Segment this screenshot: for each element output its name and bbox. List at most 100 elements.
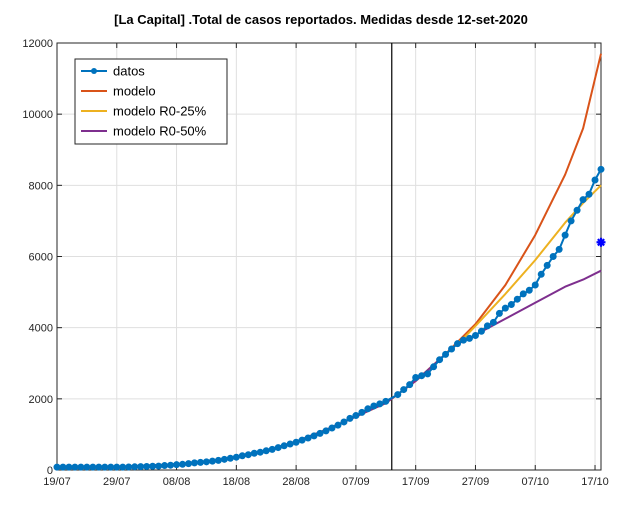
data-point — [238, 452, 246, 460]
legend: datos modelo modelo R0-25% modelo R0-50% — [74, 58, 228, 145]
series-line — [57, 168, 602, 469]
axes-box — [56, 42, 602, 471]
data-point — [77, 463, 85, 471]
y-tick-label: 8000 — [29, 180, 53, 192]
data-point — [418, 372, 426, 380]
asterisk-stroke — [597, 238, 605, 247]
data-point — [119, 463, 127, 471]
data-point — [220, 455, 228, 463]
y-tick-label: 2000 — [29, 394, 53, 406]
legend-item: modelo R0-50% — [81, 124, 207, 139]
series-line — [56, 184, 602, 469]
data-point — [382, 397, 390, 405]
chart-title: [La Capital] .Total de casos reportados.… — [114, 12, 528, 27]
data-point — [448, 345, 456, 353]
data-point — [202, 458, 210, 466]
data-point — [173, 461, 181, 469]
data-point — [131, 463, 139, 471]
y-tick-label: 4000 — [29, 323, 53, 335]
data-point — [125, 463, 133, 471]
data-point — [424, 370, 432, 378]
data-point — [561, 231, 569, 239]
data-point — [406, 381, 414, 389]
data-point — [101, 463, 109, 471]
data-point — [370, 402, 378, 410]
data-point — [352, 412, 360, 420]
data-point — [232, 453, 240, 461]
y-tick-label: 12000 — [22, 38, 53, 50]
data-point — [107, 463, 115, 471]
data-point — [430, 363, 438, 371]
data-point — [268, 445, 276, 453]
data-point — [585, 190, 593, 198]
data-point — [185, 460, 193, 468]
data-point — [113, 463, 121, 471]
data-point — [376, 400, 384, 408]
data-point — [537, 270, 545, 278]
data-point — [143, 462, 151, 470]
legend-item: modelo — [81, 84, 156, 99]
x-tick-label: 17/10 — [581, 476, 609, 488]
data-point — [495, 309, 503, 317]
x-tick-label: 08/08 — [163, 476, 191, 488]
data-point — [262, 447, 270, 455]
data-point — [304, 434, 312, 442]
data-point — [167, 461, 175, 469]
data-point — [286, 440, 294, 448]
data-point — [358, 408, 366, 416]
data-point — [471, 331, 479, 339]
data-point — [250, 449, 258, 457]
data-point — [226, 454, 234, 462]
data-point — [519, 290, 527, 298]
series — [53, 53, 606, 471]
data-point — [244, 451, 252, 459]
data-point — [364, 405, 372, 413]
legend-label: datos — [113, 64, 145, 79]
data-point — [298, 436, 306, 444]
data-point — [59, 463, 67, 471]
data-point — [579, 196, 587, 204]
data-point — [89, 463, 97, 471]
x-tick-label: 07/09 — [342, 476, 370, 488]
x-tick-label: 28/08 — [282, 476, 310, 488]
data-point — [465, 334, 473, 342]
data-point — [155, 462, 163, 470]
data-point — [394, 391, 402, 399]
data-point — [454, 340, 462, 348]
data-point — [460, 336, 468, 344]
data-point — [274, 444, 282, 452]
data-point — [436, 356, 444, 364]
data-point — [292, 438, 300, 446]
series-modelo-r0-25- — [56, 184, 602, 469]
data-point — [149, 462, 157, 470]
data-point — [507, 301, 515, 309]
data-point — [208, 457, 216, 465]
y-tick-label: 0 — [47, 465, 53, 477]
asterisk-marker — [596, 237, 606, 247]
data-point — [316, 429, 324, 437]
data-point — [412, 373, 420, 381]
data-point — [95, 463, 103, 471]
data-point — [591, 176, 599, 184]
legend-marker — [91, 68, 97, 74]
data-point — [567, 217, 575, 225]
data-point — [322, 427, 330, 435]
x-tick-label: 18/08 — [223, 476, 251, 488]
data-point — [190, 459, 198, 467]
x-tick-label: 07/10 — [521, 476, 549, 488]
data-point — [549, 253, 557, 260]
data-point — [340, 418, 348, 426]
legend-item: datos — [81, 64, 145, 79]
x-tick-label: 27/09 — [462, 476, 490, 488]
y-tick-label: 6000 — [29, 252, 53, 264]
data-point — [161, 462, 169, 470]
x-tick-labels: 19/07 29/07 08/08 18/08 28/08 07/09 17/09 27/09… — [43, 476, 609, 488]
legend-label: modelo — [113, 84, 156, 99]
data-point — [83, 463, 91, 471]
data-point — [328, 424, 336, 432]
data-point — [179, 460, 187, 468]
data-point — [256, 448, 264, 456]
data-point — [53, 463, 61, 471]
data-point — [137, 463, 145, 471]
